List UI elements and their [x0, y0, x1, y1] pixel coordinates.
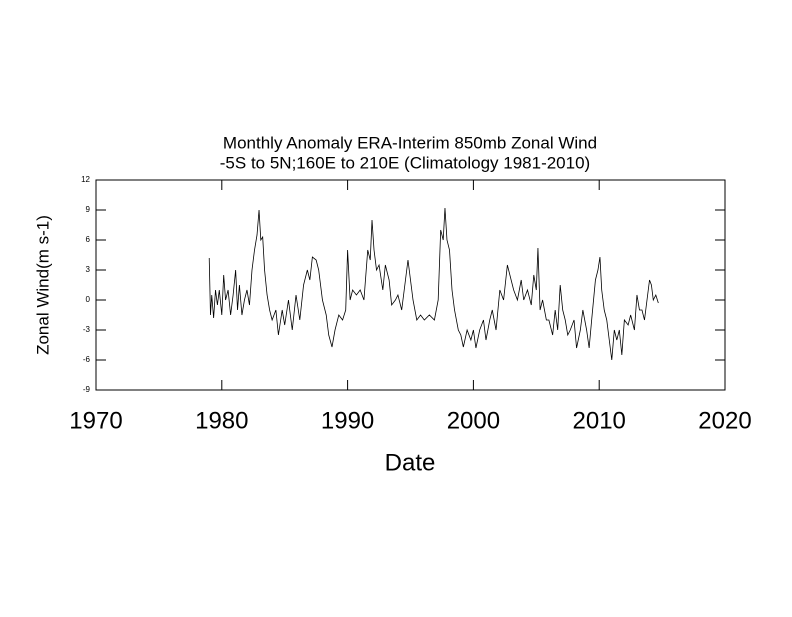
- x-tick-label: 1980: [195, 407, 248, 434]
- y-tick-label: 3: [86, 265, 91, 274]
- x-tick-label: 2020: [698, 407, 751, 434]
- x-tick-label: 2010: [573, 407, 626, 434]
- x-tick-label: 2000: [447, 407, 500, 434]
- y-tick-label: -3: [83, 325, 91, 334]
- x-axis-label: Date: [385, 449, 436, 476]
- plot-frame: [95, 179, 726, 391]
- y-axis-label: Zonal Wind(m s-1): [33, 215, 52, 355]
- y-tick-label: -6: [83, 355, 91, 364]
- y-tick-label: 9: [86, 205, 91, 214]
- y-tick-label: 0: [86, 295, 91, 304]
- y-tick-label: -9: [83, 385, 91, 394]
- chart-subtitle: -5S to 5N;160E to 210E (Climatology 1981…: [220, 153, 590, 172]
- y-tick-label: 12: [81, 175, 90, 184]
- data-line: [208, 207, 659, 361]
- x-tick-label: 1990: [321, 407, 374, 434]
- chart-title: Monthly Anomaly ERA-Interim 850mb Zonal …: [223, 133, 597, 152]
- x-tick-label: 1970: [69, 407, 122, 434]
- y-tick-label: 6: [86, 235, 91, 244]
